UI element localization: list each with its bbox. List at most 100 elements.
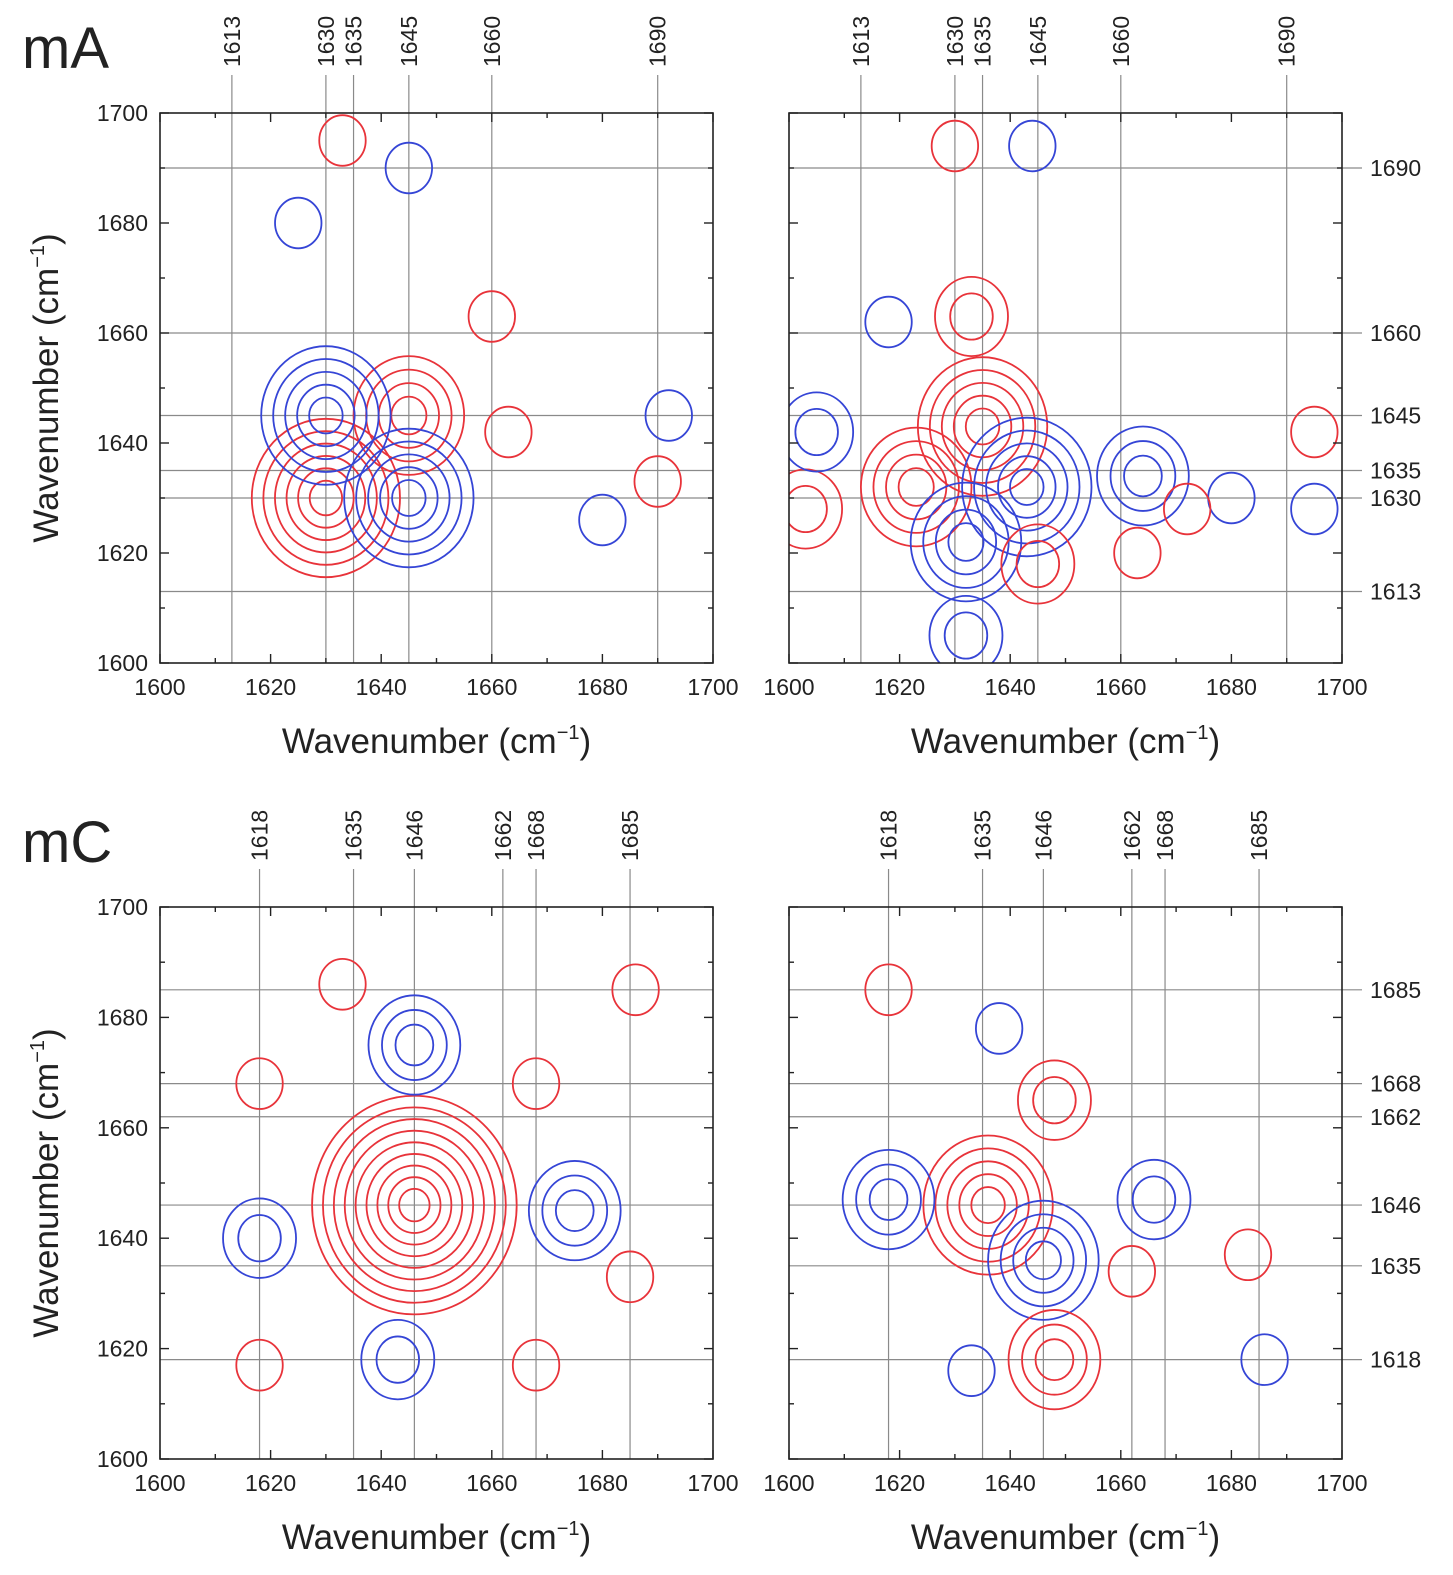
positive-contour (1113, 526, 1162, 580)
y-tick-label: 1680 (97, 210, 148, 236)
negative-contour (1131, 1175, 1177, 1224)
y-tick-label: 1640 (97, 430, 148, 456)
positive-contour (352, 355, 466, 476)
top-peak-label: 1645 (1025, 16, 1051, 67)
positive-contour (1107, 1245, 1156, 1298)
negative-contour (975, 1002, 1024, 1055)
y-tick-label: 1620 (97, 540, 148, 566)
x-tick-label: 1660 (466, 674, 517, 700)
positive-contour (308, 479, 344, 517)
negative-contour (284, 370, 368, 461)
y-axis-title: Wavenumber (cm−1) (27, 1028, 66, 1337)
contour-panel-2: 1613161316301630163516351645164516601660… (763, 16, 1421, 761)
top-peak-label: 1660 (1108, 16, 1134, 67)
positive-contour (946, 1160, 1030, 1250)
negative-contour (928, 595, 1004, 663)
right-peak-label: 1618 (1370, 1347, 1421, 1373)
top-peak-label: 1660 (479, 16, 505, 67)
negative-contour (308, 396, 344, 435)
top-peak-label: 1668 (1152, 810, 1178, 861)
top-peak-label: 1613 (848, 16, 874, 67)
contour-lines (789, 119, 1339, 663)
x-tick-label: 1620 (245, 1470, 296, 1496)
negative-contour (1290, 482, 1339, 536)
top-peak-label: 1646 (1030, 810, 1056, 861)
negative-contour (961, 416, 1093, 558)
x-tick-label: 1640 (356, 674, 407, 700)
x-tick-label: 1640 (985, 1470, 1036, 1496)
negative-contour (1008, 119, 1057, 173)
negative-contour (381, 1009, 448, 1081)
negative-contour (527, 1160, 622, 1262)
positive-contour (940, 381, 1025, 472)
positive-contour (318, 957, 367, 1011)
plot-frame (788, 112, 1343, 664)
positive-contour (897, 467, 935, 507)
y-axis-title: Wavenumber (cm−1) (27, 233, 66, 542)
x-tick-label: 1600 (134, 674, 185, 700)
positive-contour (1015, 540, 1061, 589)
x-tick-label: 1700 (687, 1470, 738, 1496)
x-tick-label: 1660 (1095, 674, 1146, 700)
x-tick-label: 1680 (577, 674, 628, 700)
positive-contour (1007, 1309, 1102, 1411)
negative-contour (1109, 440, 1177, 512)
positive-contour (354, 1141, 475, 1269)
positive-contour (1000, 523, 1076, 605)
top-peak-label: 1662 (490, 810, 516, 861)
y-tick-label: 1680 (97, 1004, 148, 1030)
top-peak-label: 1685 (1246, 810, 1272, 861)
positive-contour (365, 1153, 464, 1258)
x-axis-title: Wavenumber (cm−1) (282, 722, 591, 761)
right-peak-label: 1645 (1370, 403, 1421, 429)
negative-contour (1024, 1240, 1062, 1281)
x-tick-label: 1620 (874, 674, 925, 700)
top-peak-label: 1613 (219, 16, 245, 67)
positive-contour (1017, 1059, 1092, 1141)
negative-contour (384, 141, 433, 195)
positive-contour (1163, 482, 1212, 536)
positive-contour (387, 1176, 442, 1234)
positive-contour (605, 1250, 655, 1304)
positive-contour (789, 485, 828, 533)
x-tick-label: 1640 (356, 1470, 407, 1496)
positive-contour (864, 963, 913, 1017)
positive-contour (311, 1094, 518, 1316)
right-peak-label: 1685 (1370, 977, 1421, 1003)
negative-contour (999, 1213, 1088, 1308)
y-tick-label: 1620 (97, 1336, 148, 1362)
negative-contour (922, 495, 1010, 589)
positive-contour (958, 1173, 1018, 1237)
top-peak-label: 1635 (970, 16, 996, 67)
y-tick-label: 1640 (97, 1225, 148, 1251)
negative-contour (644, 389, 693, 442)
negative-contour (296, 383, 356, 448)
negative-contour (864, 295, 913, 349)
y-tick-label: 1660 (97, 320, 148, 346)
right-peak-label: 1635 (1370, 1253, 1421, 1279)
top-peak-label: 1685 (617, 810, 643, 861)
positive-contour (922, 1134, 1054, 1276)
negative-contour (909, 481, 1023, 603)
positive-contour (235, 1057, 284, 1110)
positive-contour (250, 417, 401, 579)
top-peak-label: 1646 (401, 810, 427, 861)
positive-contour (949, 292, 994, 341)
negative-contour (947, 522, 985, 562)
negative-contour (841, 1148, 936, 1251)
top-peak-label: 1635 (970, 810, 996, 861)
y-tick-label: 1600 (97, 650, 148, 676)
right-peak-label: 1662 (1370, 1104, 1421, 1130)
x-tick-label: 1680 (1206, 1470, 1257, 1496)
positive-contour (789, 468, 843, 550)
negative-contour (943, 611, 989, 660)
right-peak-label: 1630 (1370, 485, 1421, 511)
x-tick-label: 1680 (1206, 674, 1257, 700)
contour-panel-1: 1613 1630 1635 1645 1660 1690 1600 1620 1640 1660… (22, 16, 739, 761)
right-peak-label: 1660 (1370, 320, 1421, 346)
top-peak-label: 1630 (313, 16, 339, 67)
right-peak-label: 1635 (1370, 458, 1421, 484)
y-tick-label: 1700 (97, 100, 148, 126)
positive-contour (1290, 405, 1339, 459)
